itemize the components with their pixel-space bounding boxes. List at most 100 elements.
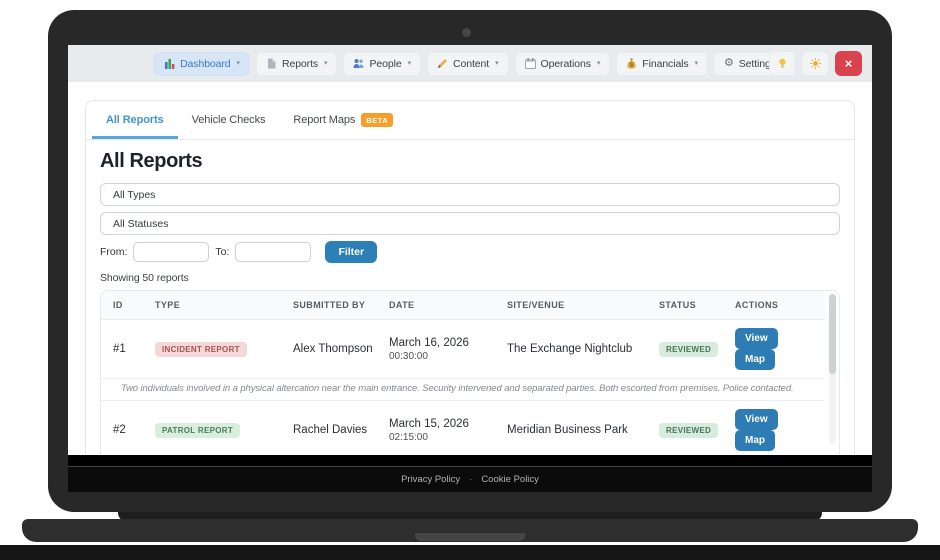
pencil-icon xyxy=(437,58,448,69)
people-icon xyxy=(353,58,364,69)
close-icon: × xyxy=(844,56,853,71)
status-badge: REVIEWED xyxy=(659,422,719,438)
from-date-input[interactable] xyxy=(133,242,210,262)
reports-card: All Reports Vehicle Checks Report Maps B… xyxy=(85,100,855,455)
nav-item-financials[interactable]: $ Financials ▾ xyxy=(616,51,708,76)
cookie-policy-link[interactable]: Cookie Policy xyxy=(481,474,539,485)
from-label: From: xyxy=(100,246,128,258)
report-description-row: Two individuals involved in a physical a… xyxy=(101,378,825,401)
close-button[interactable]: × xyxy=(835,51,862,76)
site-venue: Meridian Business Park xyxy=(495,400,647,455)
status-filter-value: All Statuses xyxy=(113,217,169,230)
report-id: #2 xyxy=(101,400,143,455)
col-date: DATE xyxy=(377,291,495,320)
tab-all-reports[interactable]: All Reports xyxy=(92,101,178,139)
chevron-down-icon: ▾ xyxy=(694,60,699,67)
type-filter-value: All Types xyxy=(113,188,156,201)
chevron-down-icon: ▾ xyxy=(324,60,328,67)
privacy-policy-link[interactable]: Privacy Policy xyxy=(401,474,461,485)
table-header-row: ID TYPE SUBMITTED BY DATE SITE/VENUE STA… xyxy=(101,291,825,320)
tab-vehicle-checks[interactable]: Vehicle Checks xyxy=(178,101,280,139)
view-button[interactable]: View xyxy=(735,328,778,349)
type-filter-select[interactable]: All Types xyxy=(100,183,840,206)
nav-label: Reports xyxy=(281,57,319,70)
footer-separator: · xyxy=(469,474,473,485)
nav-item-operations[interactable]: Operations ▾ xyxy=(514,51,611,76)
col-id: ID xyxy=(101,291,143,320)
col-status: STATUS xyxy=(647,291,723,320)
money-bag-icon: $ xyxy=(626,58,637,69)
view-button[interactable]: View xyxy=(735,409,778,430)
laptop-screen: Dashboard ▾ Reports ▾ People ▾ xyxy=(68,45,872,492)
report-date: March 16, 2026 xyxy=(389,336,469,349)
nav-label: Financials xyxy=(642,57,689,70)
background-band xyxy=(0,545,940,560)
sun-icon xyxy=(810,58,821,69)
date-filter-row: From: To: Filter xyxy=(100,241,840,263)
theme-toggle-button[interactable] xyxy=(802,51,829,76)
report-date: March 15, 2026 xyxy=(389,417,469,430)
beta-badge: BETA xyxy=(361,113,394,127)
nav-item-content[interactable]: Content ▾ xyxy=(427,51,509,76)
laptop-base xyxy=(22,519,918,542)
report-time: 00:30:00 xyxy=(389,350,428,362)
report-description: Two individuals involved in a physical a… xyxy=(101,378,825,401)
site-venue: The Exchange Nightclub xyxy=(507,343,633,355)
top-navbar: Dashboard ▾ Reports ▾ People ▾ xyxy=(68,45,872,82)
page-footer: Privacy Policy · Cookie Policy xyxy=(68,466,872,492)
screen-bottom-gap xyxy=(68,455,872,466)
col-site-venue: SITE/VENUE xyxy=(495,291,647,320)
status-badge: REVIEWED xyxy=(659,341,719,357)
tab-label: Report Maps xyxy=(293,114,356,126)
nav-item-people[interactable]: People ▾ xyxy=(343,51,421,76)
nav-label: People xyxy=(369,57,402,70)
report-time: 02:15:00 xyxy=(389,431,428,443)
navbar-right-group: × xyxy=(769,51,862,76)
report-type-badge: INCIDENT REPORT xyxy=(155,341,247,357)
calendar-icon xyxy=(524,58,536,69)
laptop-hinge xyxy=(118,512,822,521)
to-date-input[interactable] xyxy=(235,242,312,262)
nav-item-reports[interactable]: Reports ▾ xyxy=(255,51,338,76)
card-body: All Reports All Types All Statuses From:… xyxy=(86,140,854,455)
table-scrollbar[interactable] xyxy=(829,294,836,444)
chevron-down-icon: ▾ xyxy=(407,60,412,67)
webcam-icon xyxy=(462,28,471,37)
tab-label: Vehicle Checks xyxy=(191,114,266,126)
tab-bar: All Reports Vehicle Checks Report Maps B… xyxy=(86,101,854,140)
svg-text:$: $ xyxy=(630,63,633,69)
nav-label: Dashboard xyxy=(180,57,231,70)
submitted-by: Alex Thompson xyxy=(293,343,373,355)
map-button[interactable]: Map xyxy=(735,430,775,451)
nav-label: Operations xyxy=(540,57,591,70)
tab-report-maps[interactable]: Report Maps BETA xyxy=(279,101,407,139)
map-button[interactable]: Map xyxy=(735,349,775,370)
chevron-down-icon: ▾ xyxy=(495,60,499,67)
table-row: #1 INCIDENT REPORT Alex Thompson March 1… xyxy=(101,320,825,379)
scrollbar-thumb[interactable] xyxy=(829,294,836,374)
tips-button[interactable] xyxy=(769,51,796,76)
col-submitted-by: SUBMITTED BY xyxy=(281,291,377,320)
report-id: #1 xyxy=(113,343,126,355)
results-summary: Showing 50 reports xyxy=(100,272,189,284)
tab-label: All Reports xyxy=(106,114,164,126)
nav-label: Content xyxy=(453,57,490,70)
bar-chart-icon xyxy=(164,58,175,69)
chevron-down-icon: ▾ xyxy=(236,60,241,67)
page-title: All Reports xyxy=(100,150,203,172)
status-filter-select[interactable]: All Statuses xyxy=(100,212,840,235)
gear-icon: ⚙ xyxy=(724,57,734,69)
nav-label: Settings xyxy=(738,57,776,70)
reports-table: ID TYPE SUBMITTED BY DATE SITE/VENUE STA… xyxy=(101,291,825,455)
col-actions: ACTIONS xyxy=(723,291,825,320)
report-type-badge: PATROL REPORT xyxy=(155,422,241,438)
laptop-base-notch xyxy=(415,533,525,541)
main-content: All Reports Vehicle Checks Report Maps B… xyxy=(68,82,872,455)
nav-item-dashboard[interactable]: Dashboard ▾ xyxy=(154,51,250,76)
filter-button[interactable]: Filter xyxy=(325,241,378,263)
to-label: To: xyxy=(215,246,230,258)
submitted-by: Rachel Davies xyxy=(281,400,377,455)
col-type: TYPE xyxy=(143,291,281,320)
chevron-down-icon: ▾ xyxy=(596,60,601,67)
